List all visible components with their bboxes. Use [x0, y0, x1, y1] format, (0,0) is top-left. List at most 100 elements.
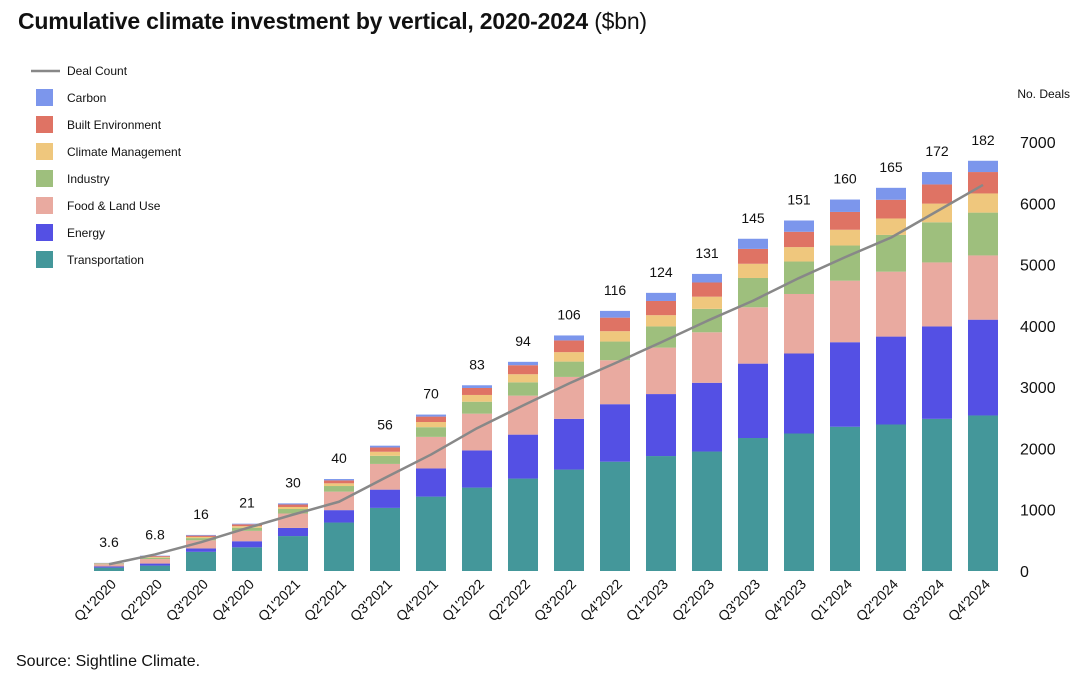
bar-segment-built-environment	[232, 524, 262, 527]
bar-segment-carbon	[922, 172, 952, 185]
x-tick-label: Q3'2023	[715, 576, 764, 625]
bar-segment-climate-management	[968, 193, 998, 213]
total-label: 182	[971, 132, 995, 148]
bar-segment-climate-management	[554, 352, 584, 362]
legend-label: Food & Land Use	[67, 199, 161, 213]
x-tick-label: Q1'2021	[255, 576, 304, 625]
bar-segment-climate-management	[508, 374, 538, 383]
x-tick-label: Q3'2022	[531, 576, 580, 625]
bar-segment-transportation	[416, 496, 446, 571]
legend-label: Industry	[67, 172, 110, 186]
bar-segment-food-land-use	[462, 413, 492, 451]
bar-segment-climate-management	[324, 483, 354, 487]
bar-segment-carbon	[416, 414, 446, 417]
x-tick-label: Q1'2024	[807, 576, 856, 625]
legend: Deal Count Carbon Built Environment Climate…	[31, 64, 182, 268]
bar-segment-industry	[370, 455, 400, 464]
deal-count-line	[108, 183, 984, 566]
bar-segment-industry	[186, 538, 216, 541]
bar-segment-industry	[922, 222, 952, 263]
bar-segment-transportation	[232, 547, 262, 571]
bar-segment-energy	[416, 468, 446, 497]
bar-segment-energy	[554, 418, 584, 470]
y2-tick-label: 0	[1020, 564, 1029, 581]
bar-segment-built-environment	[140, 556, 170, 558]
bar-segment-carbon	[554, 335, 584, 341]
total-label: 165	[879, 159, 903, 175]
y2-tick-label: 3000	[1020, 380, 1056, 397]
bar-segment-transportation	[140, 565, 170, 571]
bar-segment-industry	[416, 427, 446, 437]
bar-segment-built-environment	[324, 480, 354, 484]
legend-label: Climate Management	[67, 145, 182, 159]
bar-segment-transportation	[876, 424, 906, 571]
chart-title-unit: ($bn)	[594, 8, 647, 34]
bar-segment-carbon	[600, 310, 630, 318]
total-label: 160	[833, 171, 857, 187]
bar-segment-climate-management	[278, 506, 308, 510]
y2-tick-label: 2000	[1020, 441, 1056, 458]
bar-segment-climate-management	[876, 218, 906, 235]
bar-segment-built-environment	[784, 231, 814, 248]
bar-segment-carbon	[784, 220, 814, 232]
legend-label: Energy	[67, 226, 105, 240]
legend-swatch-food-land-use	[36, 197, 53, 214]
bar-segment-energy	[830, 342, 860, 427]
bar-segment-energy	[462, 450, 492, 488]
bar-segment-industry	[738, 277, 768, 308]
bar-segment-built-environment	[922, 184, 952, 204]
bar-segment-food-land-use	[784, 293, 814, 354]
bar-segment-energy	[94, 566, 124, 568]
bar-segment-climate-management	[140, 557, 170, 558]
bar-segment-food-land-use	[646, 347, 676, 395]
bar-segment-climate-management	[186, 536, 216, 539]
bar-segment-industry	[508, 382, 538, 396]
bar-segment-energy	[692, 382, 722, 452]
bar-segment-transportation	[94, 567, 124, 571]
deal-count-line-group	[108, 183, 984, 566]
legend-swatch-transportation	[36, 251, 53, 268]
bar-segment-food-land-use	[186, 540, 216, 549]
chart-title-main: Cumulative climate investment by vertica…	[18, 8, 588, 34]
x-tick-label: Q4'2023	[761, 576, 810, 625]
legend-label: Transportation	[67, 253, 144, 267]
bar-segment-built-environment	[186, 535, 216, 537]
bar-segment-transportation	[462, 487, 492, 571]
legend-swatch-climate-management	[36, 143, 53, 160]
bar-segment-food-land-use	[508, 395, 538, 435]
total-label: 30	[285, 474, 301, 490]
legend-label: Carbon	[67, 91, 106, 105]
x-tick-label: Q2'2022	[485, 576, 534, 625]
y2-tick-label: 7000	[1020, 135, 1056, 152]
bar-segment-energy	[876, 336, 906, 425]
bar-segment-energy	[186, 548, 216, 552]
bar-segment-energy	[738, 363, 768, 439]
total-label: 172	[925, 143, 949, 159]
bar-segment-carbon	[462, 385, 492, 388]
bar-segment-climate-management	[692, 296, 722, 309]
bar-segment-built-environment	[508, 365, 538, 375]
bar-segment-climate-management	[370, 451, 400, 456]
bar-segment-climate-management	[646, 315, 676, 327]
x-tick-label: Q3'2020	[163, 576, 212, 625]
bar-segment-climate-management	[462, 394, 492, 402]
total-label: 56	[377, 417, 393, 433]
bar-segment-food-land-use	[830, 280, 860, 343]
y2-tick-label: 6000	[1020, 196, 1056, 213]
bar-segment-energy	[922, 326, 952, 419]
bar-segment-industry	[324, 486, 354, 492]
total-labels: 3.6 6.8 16 21 30 40 56 70 83 94 106 116 124 131 145 151…	[99, 132, 995, 550]
x-tick-label: Q2'2021	[301, 576, 350, 625]
bar-segment-transportation	[922, 418, 952, 571]
x-tick-label: Q1'2022	[439, 576, 488, 625]
bar-segment-industry	[554, 361, 584, 377]
x-tick-label: Q2'2023	[669, 576, 718, 625]
x-tick-label: Q1'2020	[71, 576, 120, 625]
total-label: 40	[331, 450, 347, 466]
bar-segment-energy	[140, 563, 170, 566]
total-label: 151	[787, 192, 811, 208]
bar-segment-transportation	[508, 478, 538, 571]
total-label: 116	[604, 282, 627, 298]
y2-tick-label: 5000	[1020, 258, 1056, 275]
